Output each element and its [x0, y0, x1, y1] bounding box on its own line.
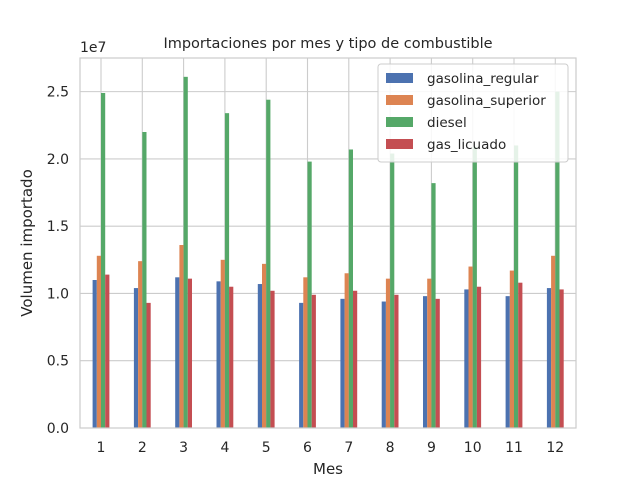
plot-frame — [79, 57, 577, 429]
bar-gasolina_superior-4 — [220, 259, 225, 428]
bar-diesel-3 — [183, 76, 188, 428]
bar-gasolina_regular-6 — [299, 302, 304, 428]
bar-diesel-5 — [266, 99, 271, 428]
bar-gasolina_regular-11 — [505, 296, 510, 428]
bar-gas_licuado-8 — [394, 294, 399, 428]
bar-gas_licuado-3 — [187, 278, 192, 428]
x-tick-label: 10 — [464, 440, 482, 456]
bar-diesel-12 — [555, 91, 560, 429]
x-tick-label: 7 — [344, 440, 353, 456]
y-tick-label: 0.0 — [47, 421, 69, 437]
y-tick-label: 2.0 — [47, 152, 69, 168]
bar-gasolina_regular-4 — [216, 281, 221, 428]
y-tick-labels: 0.0 0.5 1.0 1.5 2.0 2.5 — [47, 85, 69, 437]
bar-gasolina_superior-10 — [468, 266, 473, 428]
legend-label-gasolina_superior: gasolina_superior — [427, 93, 546, 109]
legend-label-gas_licuado: gas_licuado — [427, 137, 506, 153]
legend-swatch-gasolina_superior — [386, 95, 413, 105]
bar-diesel-9 — [431, 183, 436, 428]
bar-gasolina_regular-10 — [464, 289, 469, 428]
x-tick-label: 11 — [505, 440, 523, 456]
bar-gasolina_superior-12 — [551, 255, 556, 428]
bar-diesel-2 — [142, 132, 147, 428]
bar-gasolina_regular-12 — [546, 288, 552, 428]
legend-box — [377, 63, 569, 163]
x-axis-label: Mes — [313, 460, 343, 478]
bar-gasolina_superior-11 — [509, 270, 514, 428]
x-tick-label: 1 — [97, 440, 106, 456]
bar-gas_licuado-2 — [146, 302, 151, 428]
bar-gasolina_superior-5 — [262, 263, 267, 428]
bar-gas_licuado-1 — [105, 274, 110, 428]
x-tick-label: 5 — [262, 440, 271, 456]
legend-label-gasolina_regular: gasolina_regular — [427, 71, 539, 87]
x-tick-label: 3 — [179, 440, 188, 456]
x-tick-labels: 1 2 3 4 5 6 7 8 9 10 11 12 — [97, 440, 565, 456]
legend-swatch-diesel — [386, 117, 413, 127]
bars — [92, 76, 564, 429]
bar-diesel-1 — [101, 92, 106, 429]
legend-swatch-gas_licuado — [386, 139, 413, 149]
bar-gas_licuado-12 — [559, 289, 564, 428]
bar-gas_licuado-6 — [311, 294, 316, 428]
y-tick-label: 0.5 — [47, 354, 69, 370]
bar-gasolina_regular-8 — [381, 301, 386, 428]
bar-diesel-4 — [224, 113, 230, 428]
x-tick-label: 9 — [427, 440, 436, 456]
bar-gas_licuado-4 — [229, 286, 234, 428]
bar-gasolina_regular-2 — [133, 288, 139, 428]
bar-diesel-10 — [472, 146, 477, 429]
bar-diesel-11 — [514, 145, 519, 429]
bar-gas_licuado-7 — [353, 290, 358, 428]
x-tick-label: 6 — [303, 440, 312, 456]
x-tick-label: 8 — [386, 440, 395, 456]
bar-gasolina_regular-9 — [423, 296, 428, 428]
bar-gasolina_regular-3 — [175, 277, 180, 428]
bar-gas_licuado-9 — [435, 298, 440, 428]
bar-gasolina_superior-8 — [385, 278, 391, 428]
bar-gasolina_regular-5 — [257, 284, 262, 428]
legend-label-diesel: diesel — [427, 115, 467, 131]
y-multiplier-label: 1e7 — [80, 40, 106, 56]
y-tick-label: 2.5 — [47, 85, 69, 101]
y-tick-label: 1.5 — [47, 219, 69, 235]
bar-gas_licuado-11 — [518, 282, 523, 428]
bar-gas_licuado-10 — [476, 286, 482, 428]
bar-diesel-6 — [307, 161, 312, 428]
bar-gasolina_superior-3 — [179, 245, 184, 428]
x-tick-label: 2 — [138, 440, 147, 456]
bar-diesel-7 — [348, 149, 353, 428]
bar-gasolina_regular-7 — [340, 298, 345, 428]
bar-gasolina_superior-2 — [138, 261, 143, 428]
y-tick-label: 1.0 — [47, 286, 69, 302]
bar-diesel-8 — [390, 153, 395, 428]
bar-gas_licuado-5 — [270, 290, 275, 428]
bar-gasolina_superior-6 — [303, 277, 308, 428]
bar-gasolina_superior-7 — [344, 273, 349, 428]
bar-gasolina_regular-1 — [92, 280, 97, 428]
x-tick-label: 4 — [220, 440, 229, 456]
legend-swatch-gasolina_regular — [386, 73, 413, 83]
y-axis-label: Volumen importado — [18, 169, 36, 316]
bar-gasolina_superior-9 — [427, 278, 432, 428]
x-tick-label: 12 — [546, 440, 564, 456]
chart-title: Importaciones por mes y tipo de combusti… — [163, 36, 492, 52]
bar-gasolina_superior-1 — [96, 255, 101, 428]
